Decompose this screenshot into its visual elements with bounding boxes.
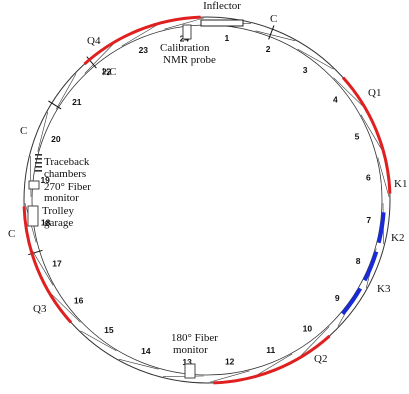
vacuum-chamber-edge (84, 43, 114, 74)
station-number: 4 (333, 95, 338, 105)
station-number: 9 (335, 293, 340, 303)
trolley-label-line2: garage (44, 217, 73, 229)
station-number: 17 (52, 259, 62, 269)
vacuum-chamber-edge (162, 375, 204, 377)
quad-q3-arc (22, 206, 73, 324)
station-number: 18 (41, 218, 51, 228)
station-number: 3 (303, 65, 308, 75)
station-number: 16 (74, 295, 84, 305)
quad-label-q1: Q1 (368, 87, 381, 99)
collimator-label-half: ½C (102, 67, 117, 78)
vacuum-chamber-edge (30, 155, 32, 197)
traceback-chambers-icon (35, 154, 42, 172)
inflector-magnet (200, 19, 244, 27)
quad-label-q3: Q3 (33, 303, 47, 315)
vacuum-chamber-edge (377, 157, 390, 197)
kicker-k2-arc (362, 251, 379, 282)
station-number: 7 (366, 215, 371, 225)
station-number: 11 (266, 345, 275, 355)
vacuum-chamber-edge (255, 30, 296, 42)
station-number: 13 (182, 357, 192, 367)
kicker-label-k1: K1 (394, 178, 407, 190)
kicker-k3-arc (341, 287, 363, 316)
kicker-k1-arc (376, 212, 386, 244)
quad-q1-arc (341, 76, 392, 194)
station-number: 1 (225, 33, 230, 43)
station-number: 10 (303, 323, 313, 333)
vacuum-chamber-edge (80, 330, 117, 352)
quadrupole-sections (22, 15, 392, 385)
station-number: 5 (355, 131, 360, 141)
vacuum-chamber-edge (31, 250, 54, 286)
vacuum-chamber-edge (257, 353, 293, 376)
fiber180-monitor-box (184, 363, 196, 379)
kicker-label-k2: K2 (391, 232, 404, 244)
vacuum-chamber-edge (210, 370, 250, 383)
trolley-label-line1: Trolley (42, 205, 74, 217)
station-number: 20 (51, 134, 61, 144)
vacuum-chamber-edge (37, 111, 49, 152)
quad-label-q2: Q2 (314, 353, 327, 365)
calibration-probe-box (182, 24, 192, 40)
quad-q4-arc (83, 15, 201, 66)
vacuum-chamber-edge (121, 24, 157, 47)
fiber270-label-line2: monitor (44, 192, 79, 204)
collimator-top-marker (268, 25, 275, 40)
calibration-label-line1: Calibration (160, 42, 210, 54)
station-number: 2 (266, 44, 271, 54)
station-number: 22 (102, 67, 112, 77)
collimator-label-left-upper: C (20, 125, 27, 137)
station-number: 15 (104, 325, 114, 335)
traceback-label-line2: chambers (44, 168, 86, 180)
fiber270-label-line1: 270° Fiber (44, 181, 91, 193)
collimator-half-marker (86, 56, 97, 69)
station-number: 6 (366, 172, 371, 182)
station-number: 8 (356, 256, 361, 266)
station-numbers: 123456789101112131415161718192021222324 (40, 33, 371, 367)
vacuum-chamber-edge (300, 326, 330, 357)
station-number: 12 (225, 356, 235, 366)
kicker-sections (341, 212, 386, 316)
station-number: 14 (141, 346, 151, 356)
quad-label-q4: Q4 (87, 35, 101, 47)
vacuum-chamber-edge (55, 73, 77, 110)
quad-q2-arc (213, 334, 331, 385)
inflector-label: Inflector (203, 0, 241, 12)
calibration-label-line2: NMR probe (163, 54, 216, 66)
fiber180-label-line1: 180° Fiber (171, 332, 218, 344)
fiber270-monitor-box (28, 180, 40, 190)
vacuum-chamber-edge (118, 358, 159, 370)
vacuum-chamber-edge (360, 114, 383, 150)
trolley-garage-box (27, 205, 39, 227)
vacuum-chamber-edge (333, 77, 364, 107)
traceback-label-line1: Traceback (44, 156, 90, 168)
collimator-left-upper-marker (48, 100, 62, 110)
kicker-label-k3: K3 (377, 283, 391, 295)
vacuum-chamber-edge (297, 48, 334, 70)
station-number: 23 (139, 45, 149, 55)
vacuum-chamber-edge (50, 293, 81, 323)
fiber180-label-line2: monitor (173, 344, 208, 356)
station-number: 19 (40, 175, 50, 185)
collimator-label-left-lower: C (8, 228, 15, 240)
storage-ring (23, 16, 391, 384)
ring-inner-wall (31, 24, 383, 376)
vacuum-chamber-edge (164, 17, 204, 30)
ring-outer-wall (23, 16, 391, 384)
collimator-label-top: C (270, 13, 277, 25)
station-number: 21 (72, 97, 82, 107)
